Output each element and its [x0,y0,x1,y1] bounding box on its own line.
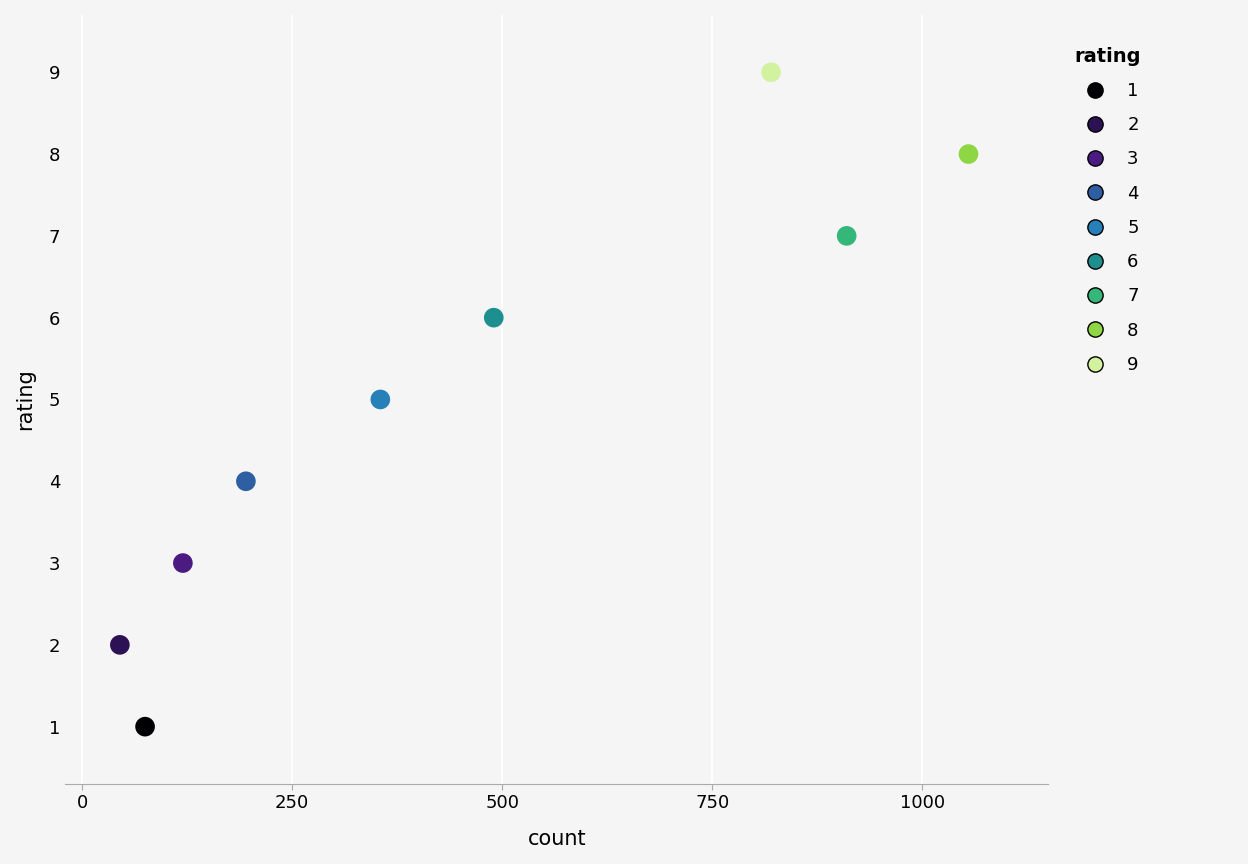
Y-axis label: rating: rating [15,369,35,430]
Point [371,392,391,406]
Point [236,474,256,488]
Point [173,556,193,570]
Point [958,147,978,161]
Point [484,311,504,325]
Legend: 1, 2, 3, 4, 5, 6, 7, 8, 9: 1, 2, 3, 4, 5, 6, 7, 8, 9 [1067,40,1148,381]
Point [135,720,155,734]
X-axis label: count: count [528,829,587,849]
Point [761,66,781,79]
Point [836,229,856,243]
Point [110,638,130,651]
